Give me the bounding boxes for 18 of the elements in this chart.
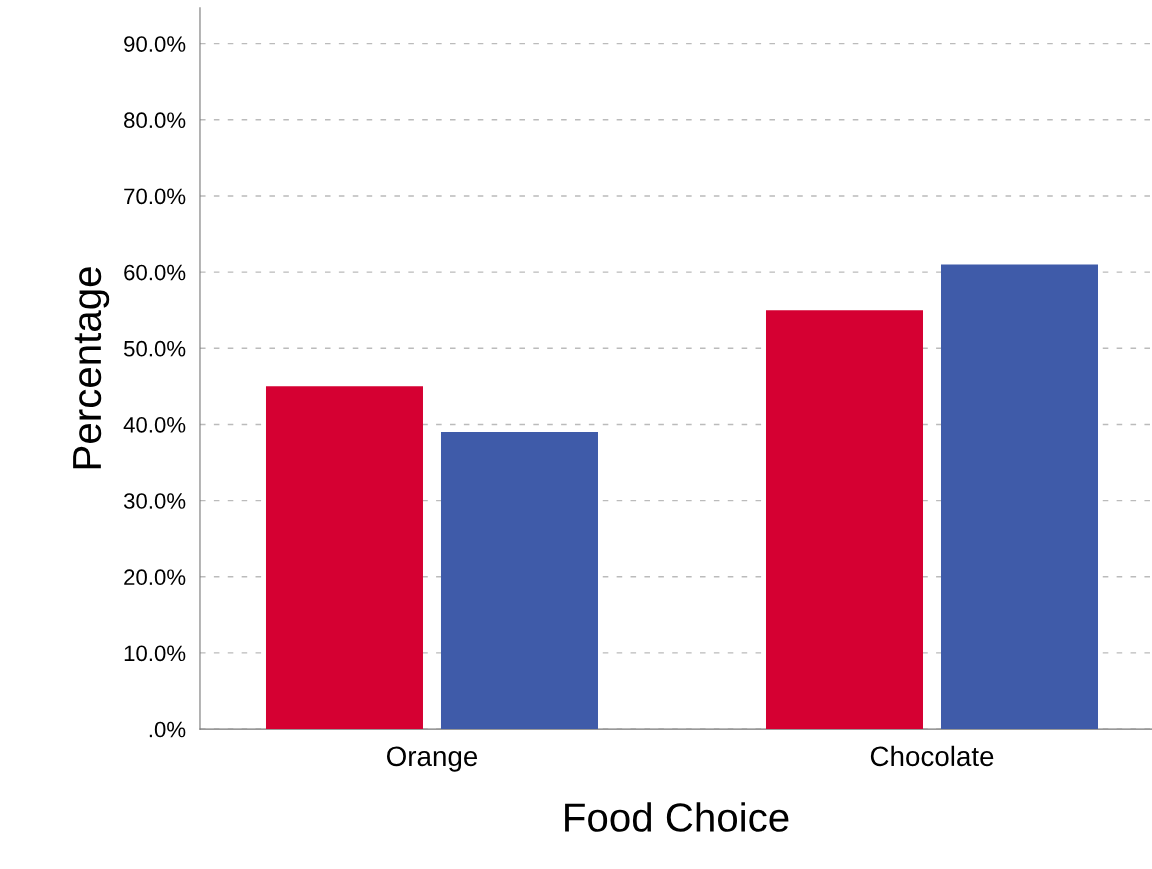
y-tick-label: 60.0% (124, 264, 186, 281)
y-tick-label: 70.0% (124, 188, 186, 205)
y-tick-label: 80.0% (124, 112, 186, 129)
y-tick-label: 10.0% (124, 645, 186, 662)
x-tick-label: Chocolate (870, 745, 994, 767)
y-tick-label: 20.0% (124, 569, 186, 586)
y-tick-label: 30.0% (123, 493, 186, 509)
x-axis-title: Food Choice (565, 802, 789, 832)
bar (265, 386, 423, 730)
y-tick-label: .0% (149, 721, 186, 738)
bar (440, 432, 598, 730)
bar (765, 310, 923, 730)
y-axis-title: Percentage (73, 267, 110, 469)
y-tick-label: 90.0% (124, 36, 186, 52)
y-tick-label: 40.0% (123, 416, 186, 433)
bar (941, 264, 1098, 730)
y-tick-label: 50.0% (123, 340, 186, 357)
x-tick-label: Orange (386, 746, 478, 772)
